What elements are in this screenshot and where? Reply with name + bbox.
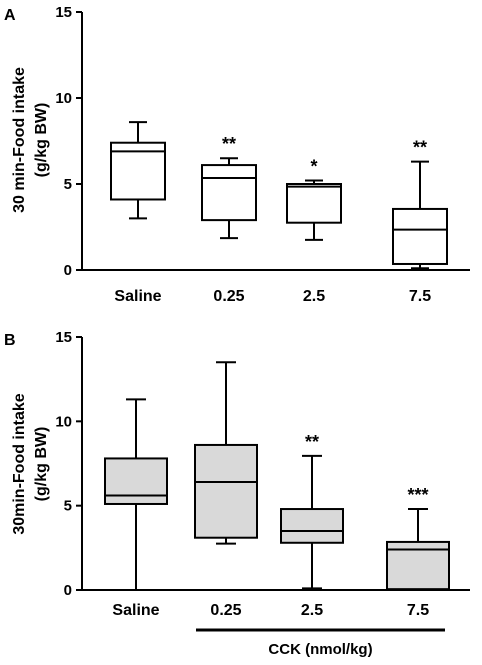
significance-marker: * — [310, 157, 317, 177]
panel-letter: B — [4, 332, 16, 349]
box-iqr — [280, 508, 344, 544]
box-7.5: ** — [392, 138, 448, 270]
x-category-label: 7.5 — [409, 288, 431, 305]
x-category-label: 2.5 — [301, 602, 323, 619]
box-2.5: * — [286, 157, 342, 241]
box-7.5: *** — [386, 485, 450, 591]
y-tick-label: 0 — [64, 262, 72, 279]
significance-marker: ** — [222, 134, 236, 154]
y-tick-label: 5 — [64, 176, 72, 193]
group-label: CCK (nmol/kg) — [268, 641, 372, 658]
panel-A: A 0 5 10 15 30 min-Food intake (g/kg BW) Saline… — [4, 4, 470, 305]
box-2.5: ** — [280, 432, 344, 590]
y-tick-label: 10 — [55, 413, 72, 430]
y-tick-label: 5 — [64, 498, 72, 515]
box-0.25: ** — [201, 134, 257, 240]
panel-B: B 0 5 10 15 30min-Food intake (g/kg BW) Saline 0… — [4, 329, 470, 658]
y-axis-label-unit: (g/kg BW) — [33, 103, 50, 178]
x-category-label: Saline — [114, 288, 161, 305]
box-Saline — [110, 121, 166, 220]
y-tick-label: 10 — [55, 90, 72, 107]
box-Saline — [104, 398, 168, 591]
y-axis-label: 30min-Food intake — [11, 393, 28, 534]
box-iqr — [194, 443, 258, 539]
panel-letter: A — [4, 7, 16, 24]
box-iqr — [286, 183, 342, 224]
y-axis-label: 30 min-Food intake — [11, 67, 28, 213]
significance-marker: *** — [407, 485, 428, 505]
box-iqr — [201, 164, 257, 222]
y-tick-label: 15 — [55, 329, 72, 346]
x-category-label: 2.5 — [303, 288, 325, 305]
x-category-label: Saline — [112, 602, 159, 619]
x-category-label: 7.5 — [407, 602, 429, 619]
significance-marker: ** — [305, 432, 319, 452]
box-iqr — [392, 207, 448, 265]
box-iqr — [104, 457, 168, 505]
y-tick-label: 15 — [55, 4, 72, 21]
x-category-label: 0.25 — [210, 602, 241, 619]
box-0.25 — [194, 361, 258, 545]
y-tick-label: 0 — [64, 582, 72, 599]
x-category-label: 0.25 — [213, 288, 244, 305]
y-axis-label-unit: (g/kg BW) — [33, 427, 50, 502]
significance-marker: ** — [413, 138, 427, 158]
